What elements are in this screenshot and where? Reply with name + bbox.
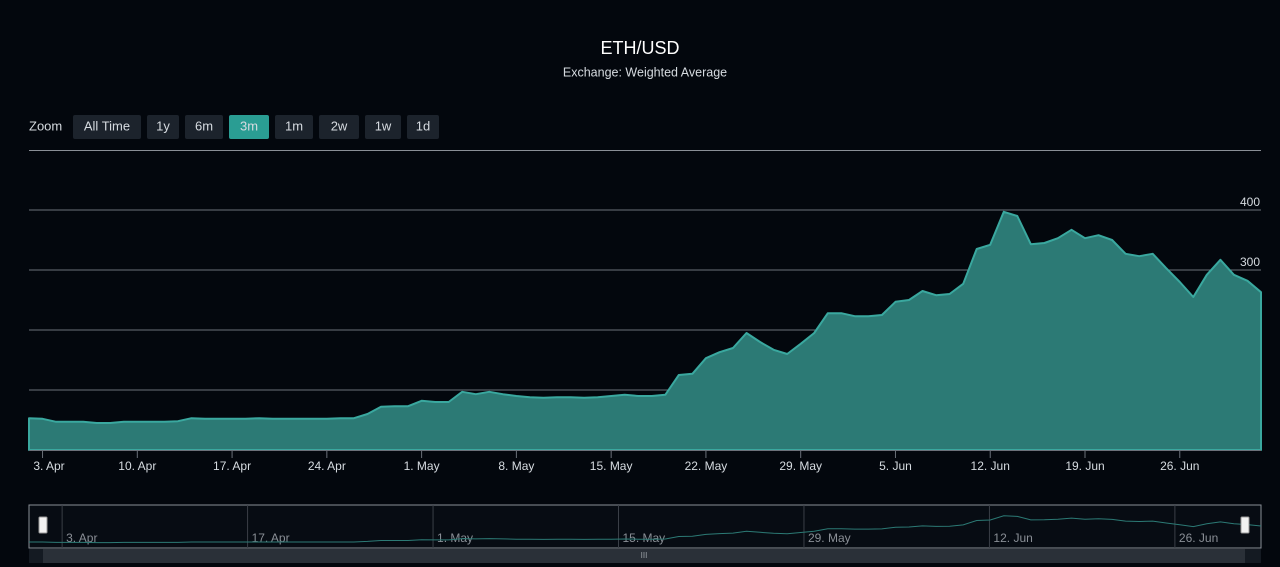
navigator-tick-label: 29. May: [808, 531, 851, 545]
y-tick-label: 300: [1240, 255, 1260, 269]
zoom-button[interactable]: 1m: [275, 115, 313, 139]
zoom-button-label[interactable]: 1d: [416, 118, 430, 133]
x-tick-label: 22. May: [685, 459, 728, 473]
x-tick-label: 10. Apr: [118, 459, 156, 473]
navigator-tick-label: 26. Jun: [1179, 531, 1218, 545]
x-tick-label: 15. May: [590, 459, 633, 473]
zoom-button-label[interactable]: All Time: [84, 118, 130, 133]
navigator-tick-label: 3. Apr: [66, 531, 97, 545]
zoom-button-label[interactable]: 2w: [331, 118, 348, 133]
y-tick-label: 400: [1240, 195, 1260, 209]
chart-title: ETH/USD: [600, 38, 679, 58]
navigator-handle[interactable]: [1240, 516, 1250, 534]
navigator-handle[interactable]: [38, 516, 48, 534]
navigator-tick-label: 15. May: [623, 531, 666, 545]
zoom-button-bg[interactable]: [319, 115, 359, 139]
x-tick-label: 12. Jun: [971, 459, 1010, 473]
zoom-button[interactable]: 1w: [365, 115, 401, 139]
x-tick-label: 1. May: [404, 459, 440, 473]
navigator-tick-label: 17. Apr: [252, 531, 290, 545]
zoom-button[interactable]: 2w: [319, 115, 359, 139]
zoom-button-bg[interactable]: [73, 115, 141, 139]
navigator-frame: [28, 504, 1262, 549]
zoom-button[interactable]: All Time: [73, 115, 141, 139]
zoom-button-bg[interactable]: [185, 115, 223, 139]
scrollbar-grip: III: [641, 551, 648, 560]
zoom-button[interactable]: 3m: [229, 115, 269, 139]
x-tick-label: 17. Apr: [213, 459, 251, 473]
zoom-button-label[interactable]: 3m: [240, 118, 258, 133]
zoom-button-bg[interactable]: [365, 115, 401, 139]
zoom-button-bg[interactable]: [147, 115, 179, 139]
range-buttons: All Time 1y 6m 3m 1m 2w 1w 1d: [73, 115, 439, 139]
zoom-button-bg[interactable]: [275, 115, 313, 139]
navigator: III 3. Apr 17. Apr 1. May 15. May 29. May 12.…: [28, 504, 1262, 563]
x-tick-label: 29. May: [779, 459, 822, 473]
scrollbar-thumb[interactable]: [43, 549, 1245, 563]
chart-subtitle: Exchange: Weighted Average: [563, 65, 727, 79]
zoom-button-bg[interactable]: [407, 115, 439, 139]
x-tick-label: 26. Jun: [1160, 459, 1199, 473]
zoom-button[interactable]: 1y: [147, 115, 179, 139]
zoom-label: Zoom: [29, 118, 62, 133]
navigator-tick-label: 1. May: [437, 531, 473, 545]
zoom-button-label[interactable]: 6m: [195, 118, 213, 133]
zoom-button[interactable]: 6m: [185, 115, 223, 139]
navigator-line: [29, 515, 1262, 544]
x-tick-label: 19. Jun: [1065, 459, 1104, 473]
zoom-button[interactable]: 1d: [407, 115, 439, 139]
area: [28, 210, 1262, 451]
zoom-button-bg[interactable]: [229, 115, 269, 139]
zoom-button-label[interactable]: 1m: [285, 118, 303, 133]
navigator-tick-label: 12. Jun: [993, 531, 1032, 545]
x-tick-label: 3. Apr: [33, 459, 64, 473]
zoom-button-label[interactable]: 1w: [375, 118, 392, 133]
x-tick-label: 24. Apr: [308, 459, 346, 473]
zoom-button-label[interactable]: 1y: [156, 118, 170, 133]
x-tick-label: 8. May: [498, 459, 534, 473]
x-tick-label: 5. Jun: [879, 459, 912, 473]
